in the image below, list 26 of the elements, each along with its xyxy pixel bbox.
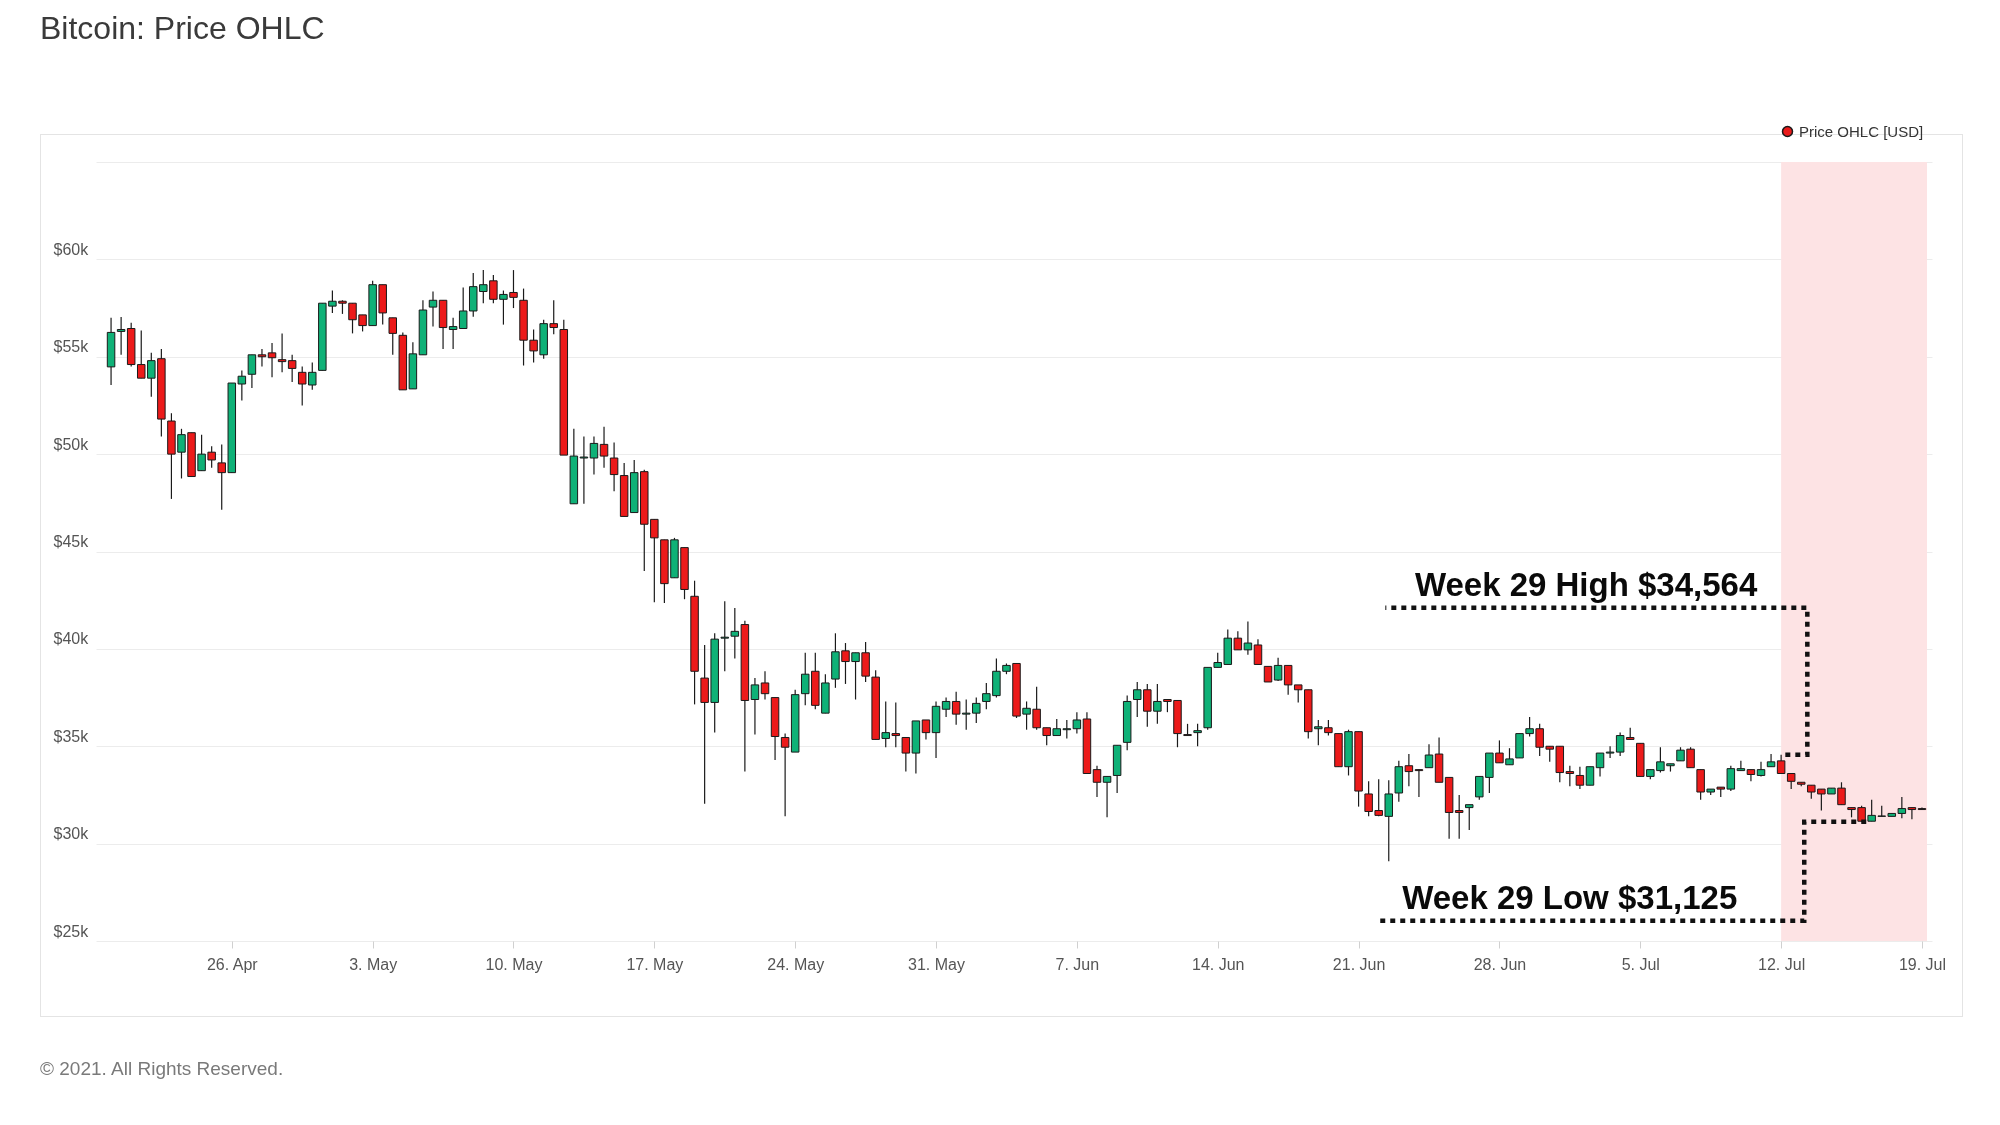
x-tick-label: 5. Jul bbox=[1621, 955, 1660, 973]
x-tick-label: 28. Jun bbox=[1473, 955, 1527, 973]
x-tick-label: 10. May bbox=[485, 955, 543, 973]
x-tick-label: 14. Jun bbox=[1191, 955, 1245, 973]
x-tick-label: 3. May bbox=[349, 955, 398, 973]
annotation: Week 29 High $34,564 bbox=[1414, 565, 1758, 603]
x-tick-label: 24. May bbox=[767, 955, 825, 973]
y-tick-label: $60k bbox=[53, 240, 90, 258]
y-tick-label: $45k bbox=[53, 533, 90, 550]
y-tick-label: $50k bbox=[53, 435, 90, 453]
x-tick-label: 21. Jun bbox=[1332, 955, 1386, 973]
x-tick-label: 17. May bbox=[626, 955, 684, 973]
x-tick-label: 19. Jul bbox=[1898, 955, 1947, 973]
x-tick-label: 31. May bbox=[908, 955, 965, 973]
y-tick-label: $35k bbox=[53, 727, 90, 745]
x-tick-label: 12. Jul bbox=[1758, 955, 1806, 973]
legend-label: Price OHLC [USD] bbox=[1799, 122, 1924, 140]
chart-title: Bitcoin: Price OHLC bbox=[40, 10, 325, 46]
y-tick-label: $25k bbox=[53, 922, 90, 940]
y-tick-label: $40k bbox=[53, 630, 90, 648]
text: © 2021. All Rights Reserved. bbox=[40, 1058, 284, 1080]
annotation: Week 29 Low $31,125 bbox=[1402, 878, 1738, 916]
x-tick-label: 26. Apr bbox=[206, 955, 259, 973]
x-tick-label: 7. Jun bbox=[1055, 955, 1100, 973]
y-tick-label: $30k bbox=[53, 825, 90, 843]
y-tick-label: $55k bbox=[53, 338, 90, 356]
